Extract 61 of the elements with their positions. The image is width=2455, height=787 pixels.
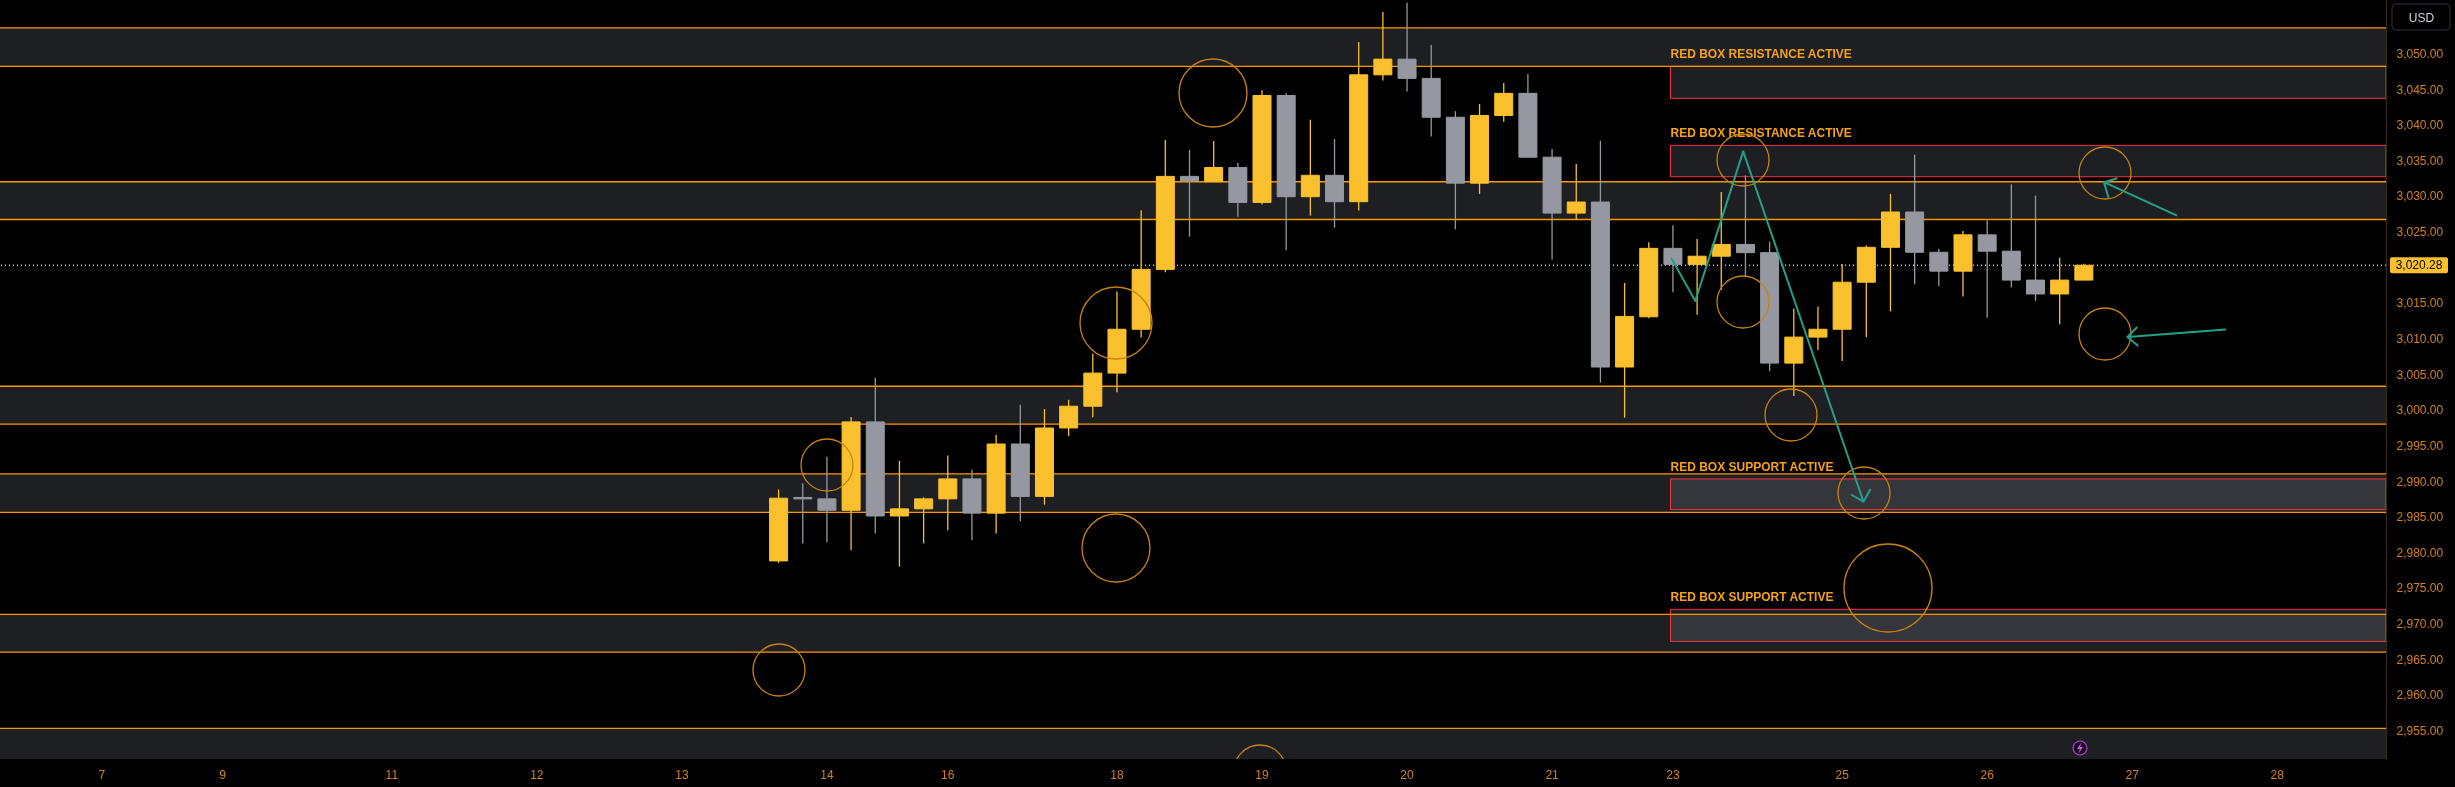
x-tick-label: 18 <box>1110 767 1124 782</box>
x-tick-label: 26 <box>1980 767 1995 782</box>
y-tick-label: 2,955.00 <box>2396 723 2444 738</box>
candlestick <box>1663 224 1683 293</box>
y-tick-label: 3,030.00 <box>2396 189 2444 204</box>
y-tick-label: 2,975.00 <box>2396 581 2444 596</box>
candlestick <box>817 456 837 543</box>
y-tick-label: 3,040.00 <box>2396 118 2444 133</box>
y-tick-label: 2,960.00 <box>2396 688 2444 703</box>
candlestick <box>793 482 813 545</box>
y-tick-label: 2,990.00 <box>2396 474 2444 489</box>
x-tick-label: 27 <box>2125 767 2140 782</box>
y-tick-label: 2,995.00 <box>2396 438 2444 453</box>
candlestick <box>914 496 934 545</box>
candlestick <box>1373 11 1393 82</box>
candlestick <box>1735 174 1755 278</box>
x-tick-label: 19 <box>1255 767 1270 782</box>
x-tick-label: 21 <box>1545 767 1560 782</box>
y-tick-label: 3,035.00 <box>2396 153 2444 168</box>
candlestick <box>1397 2 1417 93</box>
x-tick-label: 9 <box>219 767 227 782</box>
x-tick-label: 20 <box>1400 767 1415 782</box>
x-tick-label: 11 <box>385 767 399 782</box>
y-tick-label: 3,000.00 <box>2396 403 2444 418</box>
band-label: RED BOX SUPPORT ACTIVE <box>1670 459 1834 474</box>
candlestick <box>1494 82 1514 123</box>
candlestick <box>1711 191 1731 291</box>
candlestick <box>938 454 958 531</box>
x-tick-label: 23 <box>1666 767 1680 782</box>
x-tick-label: 25 <box>1835 767 1850 782</box>
candlestick <box>1300 119 1320 217</box>
candlestick <box>1059 399 1079 437</box>
band-label: RED BOX SUPPORT ACTIVE <box>1670 590 1834 605</box>
candlestick <box>1808 305 1828 351</box>
y-tick-label: 3,010.00 <box>2396 332 2444 347</box>
y-tick-label: 3,025.00 <box>2396 225 2444 240</box>
candlestick <box>1977 219 1997 319</box>
x-tick-label: 16 <box>941 767 955 782</box>
band-label: RED BOX RESISTANCE ACTIVE <box>1670 126 1852 141</box>
y-tick-label: 3,045.00 <box>2396 82 2444 97</box>
y-tick-label: 2,985.00 <box>2396 510 2444 525</box>
y-tick-label: 2,970.00 <box>2396 617 2444 632</box>
x-tick-label: 12 <box>530 767 544 782</box>
y-tick-label: 3,015.00 <box>2396 296 2444 311</box>
candlestick <box>1180 149 1199 238</box>
band-label: RED BOX RESISTANCE ACTIVE <box>1670 47 1852 62</box>
y-tick-label: 2,980.00 <box>2396 545 2444 560</box>
x-tick-label: 7 <box>98 767 106 782</box>
y-axis-title: USD <box>2408 10 2435 25</box>
y-tick-label: 3,050.00 <box>2396 46 2444 61</box>
y-tick-label: 2,965.00 <box>2396 652 2444 667</box>
candlestick <box>1929 248 1949 287</box>
ref-line-label: 3,020.28 <box>2395 258 2443 273</box>
x-tick-label: 14 <box>820 767 834 782</box>
x-tick-label: 13 <box>675 767 689 782</box>
x-tick-label: 28 <box>2270 767 2285 782</box>
candlestick <box>889 460 909 568</box>
candlestick <box>1566 163 1586 221</box>
y-tick-label: 3,005.00 <box>2396 367 2444 382</box>
candlestick <box>2026 194 2046 302</box>
candlestick <box>1204 140 1224 183</box>
